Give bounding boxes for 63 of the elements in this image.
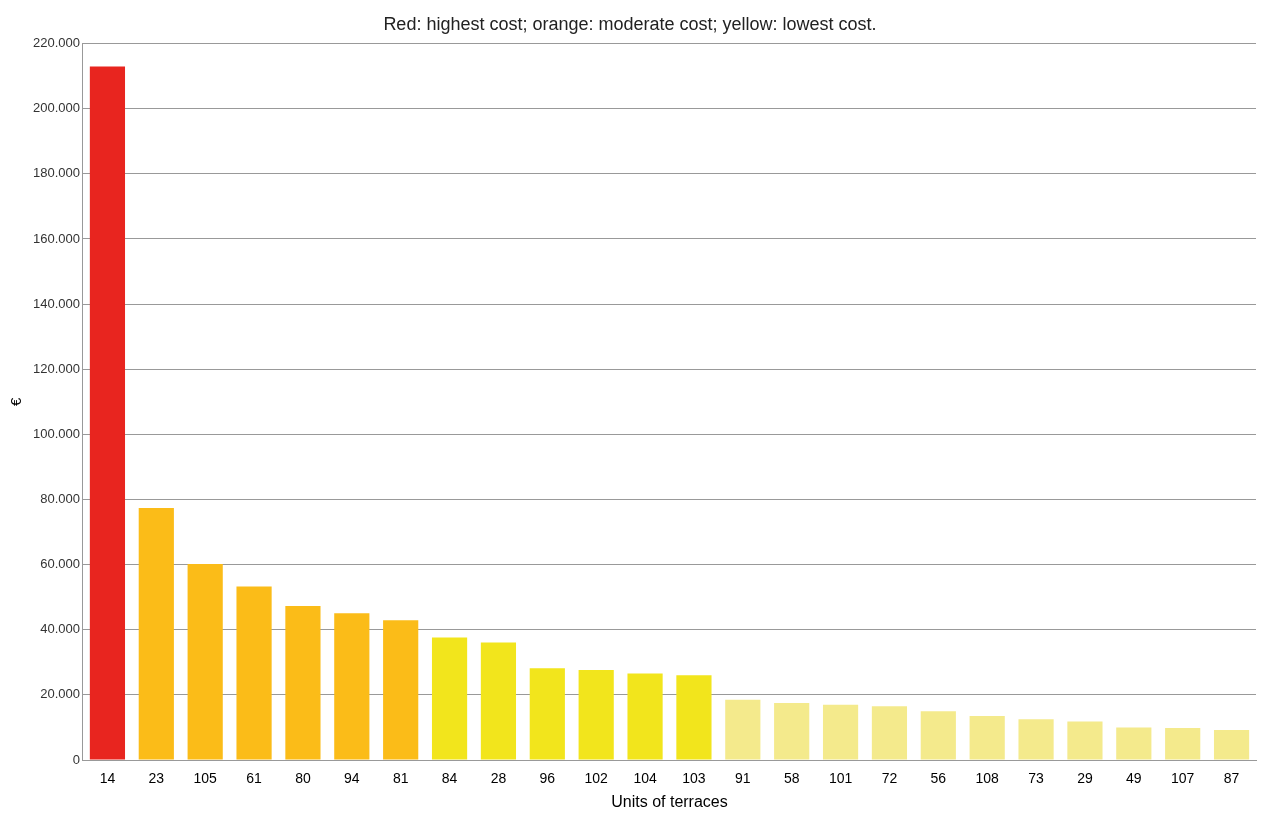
x-tick-label: 91 [735,770,751,787]
bar [822,704,859,760]
bar [138,507,174,760]
y-tick-label: 20.000 [40,686,80,702]
y-tick-label: 80.000 [40,491,80,507]
x-tick-label: 96 [539,770,556,787]
y-tick-label: 60.000 [40,556,80,572]
y-tick-label: 120.000 [32,360,80,376]
x-tick-label: 101 [828,770,853,787]
bar [187,563,223,760]
x-tick-label: 105 [193,770,218,787]
x-tick-label: 104 [633,770,657,787]
x-tick-label: 58 [783,770,800,787]
y-tick-label: 180.000 [32,165,80,181]
x-tick-label: 28 [490,770,507,787]
chart-title: Red: highest cost; orange: moderate cost; yellow: lowest cost. [383,13,877,34]
bar [969,716,1005,760]
x-tick-label: 94 [344,770,360,787]
bar [1018,719,1054,760]
bar [1067,721,1103,760]
bar [627,673,663,760]
bar [871,706,908,760]
bar [236,586,272,760]
x-tick-label: 23 [148,770,165,787]
bar [480,642,517,760]
x-tick-label: 56 [930,770,947,787]
x-tick-label: 49 [1126,770,1142,787]
bar [1116,727,1152,760]
bar [774,703,810,760]
x-tick-label: 107 [1171,770,1195,787]
y-tick-label: 100.000 [32,425,80,441]
bar [431,637,468,760]
x-tick-label: 29 [1077,770,1093,787]
bar [334,613,370,760]
bar [725,699,761,760]
bar [383,620,419,760]
bar [285,605,321,760]
bar [89,66,126,760]
y-tick-label: 0 [72,751,80,767]
bar [1165,728,1201,760]
x-tick-label: 72 [881,770,898,787]
y-tick-label: 140.000 [32,295,80,311]
x-tick-label: 80 [295,770,311,787]
x-tick-label: 73 [1028,770,1045,787]
x-tick-label: 102 [584,770,609,787]
y-tick-label: 160.000 [32,230,80,246]
x-axis-title: Units of terraces [611,792,728,810]
x-tick-label: 84 [441,770,458,787]
bar [578,670,614,760]
bar [676,675,712,760]
x-tick-label: 103 [682,770,706,787]
y-axis-title: € [7,396,25,406]
x-tick-label: 108 [975,770,1000,787]
x-tick-label: 61 [246,770,263,787]
y-tick-label: 40.000 [40,621,80,637]
y-tick-label: 200.000 [32,100,80,116]
x-tick-label: 87 [1223,770,1240,787]
y-tick-label: 220.000 [32,35,80,51]
x-tick-label: 81 [392,770,409,787]
x-tick-label: 14 [99,770,116,787]
bar [529,668,565,760]
bar [1213,730,1250,760]
bar [920,711,956,760]
